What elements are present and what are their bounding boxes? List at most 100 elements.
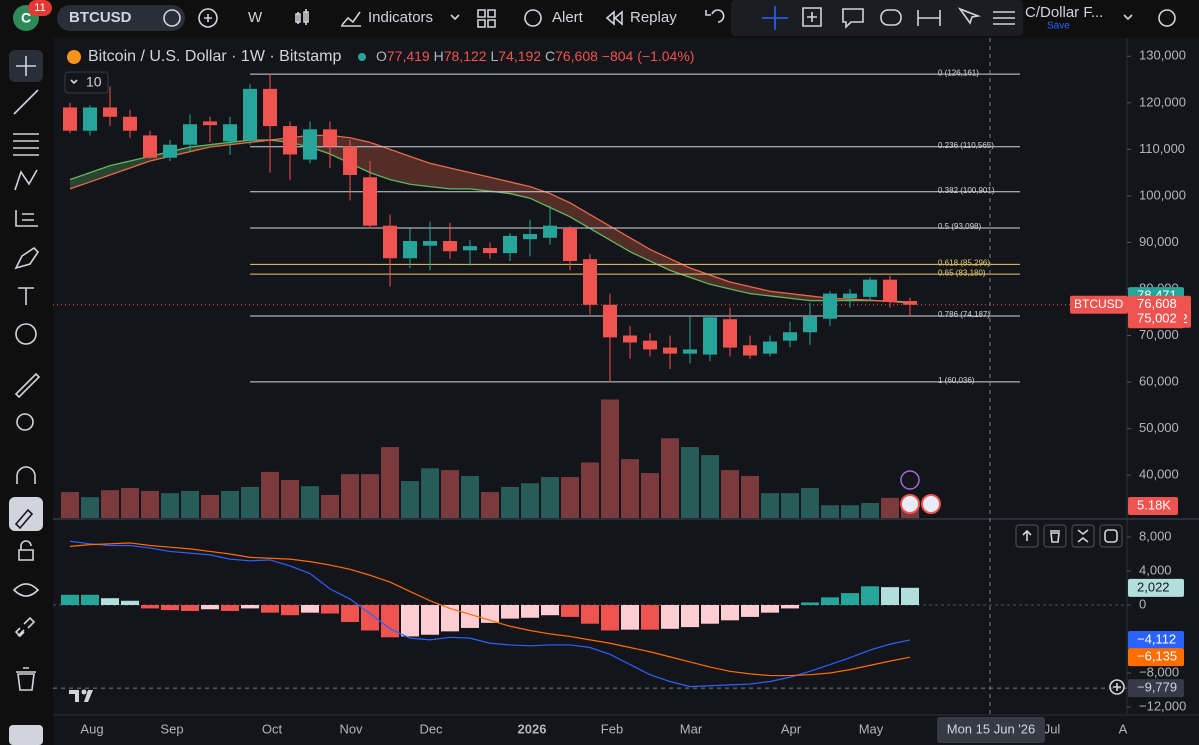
tv-logo — [69, 689, 93, 702]
candle-body — [543, 225, 557, 238]
tv-logo-v — [84, 690, 93, 702]
low-label: 75,002 — [1137, 311, 1177, 326]
crosshair-tool[interactable] — [762, 6, 788, 30]
measure-tool[interactable] — [802, 7, 822, 27]
layout-name[interactable]: C/Dollar F... — [1025, 4, 1103, 21]
interval[interactable]: W — [248, 9, 263, 26]
candle-body — [663, 347, 677, 354]
event-icon[interactable] — [900, 470, 920, 490]
cursor-tool[interactable] — [957, 7, 982, 25]
volume-bar — [621, 459, 639, 518]
text-tool[interactable] — [18, 287, 34, 305]
event-flag[interactable] — [921, 494, 941, 514]
indicators-toggle[interactable] — [64, 71, 109, 94]
volume-bar — [121, 488, 139, 518]
cursor-tool[interactable] — [16, 56, 36, 76]
indicators-menu[interactable] — [450, 14, 460, 21]
indicators-icon[interactable] — [341, 11, 361, 27]
x-tick-label: Nov — [339, 721, 363, 736]
volume-bar — [721, 470, 739, 518]
volume-bar — [501, 486, 519, 518]
pattern-tool[interactable] — [14, 169, 38, 191]
symbol-search[interactable] — [57, 5, 185, 31]
indicators[interactable]: Indicators — [368, 9, 433, 26]
replay-icon[interactable] — [605, 10, 623, 26]
candle-body — [383, 225, 397, 259]
candle-body — [603, 304, 617, 338]
trendline-tool[interactable] — [13, 89, 39, 115]
macd-histogram-bar — [801, 602, 819, 606]
fib-label: 0.5 (93,098) — [938, 222, 981, 231]
favorites[interactable] — [9, 725, 43, 745]
candle-body — [463, 246, 477, 251]
ma-ribbon — [430, 163, 450, 189]
templates[interactable] — [477, 9, 496, 28]
magnet-tool[interactable] — [16, 466, 36, 484]
lock-tool[interactable] — [18, 540, 34, 561]
macd-histogram-bar — [681, 605, 699, 628]
l-label: L — [490, 48, 498, 64]
chart-type[interactable] — [295, 9, 309, 25]
event-flag[interactable] — [900, 494, 920, 514]
candle-body — [863, 279, 877, 297]
alert[interactable]: Alert — [552, 9, 584, 26]
shape-tool[interactable] — [880, 9, 902, 26]
delete-tool[interactable] — [16, 667, 36, 691]
fib-tool[interactable] — [13, 133, 39, 156]
candle-body — [243, 88, 257, 141]
brush-tool[interactable] — [14, 246, 40, 270]
moving-average — [69, 134, 911, 304]
macd-tick-label: 0 — [1139, 596, 1146, 611]
macd-histogram-bar — [821, 597, 839, 606]
undo[interactable] — [705, 9, 725, 23]
replay[interactable]: Replay — [630, 9, 677, 26]
fib-label: 0.382 (100,901) — [938, 186, 995, 195]
pencil-icon — [14, 508, 34, 530]
x-tick-label: 2026 — [518, 721, 547, 736]
symbol-options[interactable] — [163, 9, 181, 27]
speed-icon[interactable] — [1158, 9, 1176, 27]
macd-label: −4,112 — [1137, 631, 1176, 646]
stay-drawing[interactable] — [9, 497, 43, 531]
volume-bar — [181, 490, 199, 518]
candle-body — [723, 319, 737, 348]
hide-tool[interactable] — [12, 583, 40, 597]
volume-bar — [61, 492, 79, 518]
alert-icon[interactable] — [524, 9, 542, 27]
y-tick-label: 120,000 — [1139, 94, 1186, 109]
ma-ribbon — [610, 226, 630, 252]
save[interactable]: Save — [1047, 21, 1070, 32]
delete-pane[interactable] — [1043, 524, 1067, 548]
macd-histogram-bar — [221, 605, 239, 611]
add-alert[interactable] — [1109, 679, 1125, 695]
collapse-pane[interactable] — [1071, 524, 1095, 548]
macd-histogram-bar — [901, 587, 919, 606]
macd-histogram-bar — [321, 605, 339, 614]
ma-ribbon — [570, 202, 590, 229]
symbol-tag: BTCUSD — [1074, 297, 1124, 311]
maximize-pane[interactable] — [1099, 524, 1123, 548]
volume-bar — [321, 494, 339, 518]
range-tool[interactable] — [917, 10, 941, 26]
zoom-tool[interactable] — [16, 413, 34, 431]
candle-body — [283, 126, 297, 155]
volume-bar — [681, 447, 699, 518]
note-tool[interactable] — [842, 8, 864, 29]
layout-menu[interactable] — [993, 11, 1015, 25]
add-symbol[interactable] — [198, 8, 218, 28]
ruler-tool[interactable] — [14, 372, 41, 399]
forecast-tool[interactable] — [15, 210, 38, 227]
volume-bar — [381, 447, 399, 518]
candle-body — [183, 124, 197, 145]
high: 78,122 — [444, 48, 487, 64]
volume-bar — [541, 477, 559, 518]
icon-tool[interactable] — [15, 323, 37, 345]
macd-histogram-bar — [501, 605, 519, 619]
layout-chevron[interactable] — [1123, 14, 1133, 21]
volume-bar — [481, 492, 499, 518]
volume-bar — [161, 493, 179, 518]
volume-bar — [361, 474, 379, 518]
link-tool[interactable] — [14, 616, 36, 638]
o-label: O — [376, 48, 387, 64]
ma-ribbon — [670, 258, 690, 278]
